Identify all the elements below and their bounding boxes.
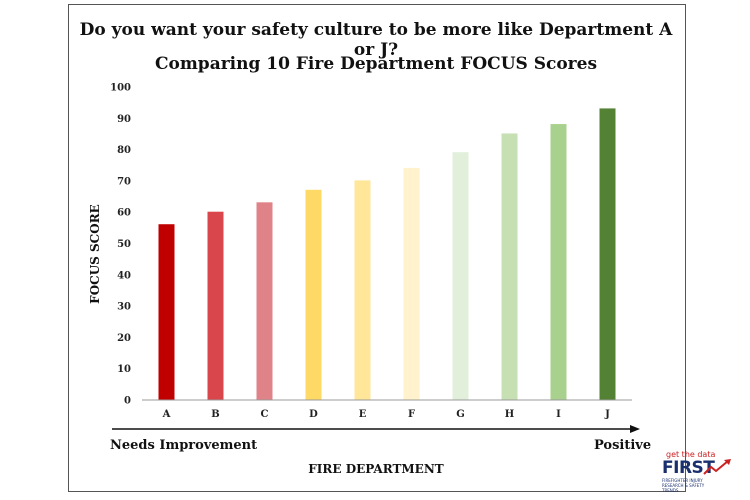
needs-improvement-label: Needs Improvement <box>110 438 258 453</box>
x-tick-label: I <box>556 409 561 420</box>
logo-wordmark: FIRST <box>662 458 715 478</box>
x-tick-label: F <box>408 409 415 420</box>
y-tick-label: 90 <box>117 114 131 125</box>
logo-tagline: get the data <box>666 450 716 459</box>
chart-title: Do you want your safety culture to be mo… <box>79 20 673 60</box>
x-tick-label: E <box>359 409 367 420</box>
bar-e <box>354 180 371 401</box>
bar-b <box>207 211 224 401</box>
bar-h <box>501 133 518 401</box>
bars <box>158 108 616 401</box>
bar-c <box>256 202 273 401</box>
chart-subtitle: Comparing 10 Fire Department FOCUS Score… <box>154 54 598 74</box>
x-tick-label: B <box>211 409 219 420</box>
bar-i <box>550 124 567 401</box>
bar-g <box>452 152 469 401</box>
y-tick-label: 60 <box>117 208 131 219</box>
x-tick-label: G <box>456 409 465 420</box>
y-tick-label: 100 <box>110 83 131 94</box>
y-axis-ticks: 0 10 20 30 40 50 60 70 80 90 100 <box>110 83 131 407</box>
positive-label: Positive <box>594 438 652 453</box>
x-tick-label: C <box>261 409 269 420</box>
bar-j <box>599 108 616 401</box>
x-tick-label: J <box>604 409 610 420</box>
bar-f <box>403 167 420 401</box>
logo-subtitle: FIREFIGHTER INJURY RESEARCH & SAFETY TRE… <box>662 478 705 493</box>
x-axis-label: FIRE DEPARTMENT <box>308 462 444 476</box>
y-tick-label: 50 <box>117 239 131 250</box>
y-tick-label: 0 <box>124 396 131 407</box>
x-tick-label: A <box>162 409 171 420</box>
y-tick-label: 40 <box>117 270 131 281</box>
bar-a <box>158 224 175 401</box>
y-axis-label: FOCUS SCORE <box>88 204 102 304</box>
y-tick-label: 30 <box>117 302 131 313</box>
y-tick-label: 10 <box>117 364 131 375</box>
y-tick-label: 80 <box>117 145 131 156</box>
trend-up-icon <box>703 459 731 475</box>
first-logo: get the data FIRST FIREFIGHTER INJURY RE… <box>662 450 742 493</box>
y-tick-label: 20 <box>117 333 131 344</box>
bar-d <box>305 189 322 401</box>
y-tick-label: 70 <box>117 176 131 187</box>
trend-arrow <box>112 425 640 433</box>
x-tick-label: D <box>309 409 318 420</box>
x-tick-label: H <box>505 409 514 420</box>
x-axis-ticks: A B C D E F G H I J <box>162 409 611 420</box>
